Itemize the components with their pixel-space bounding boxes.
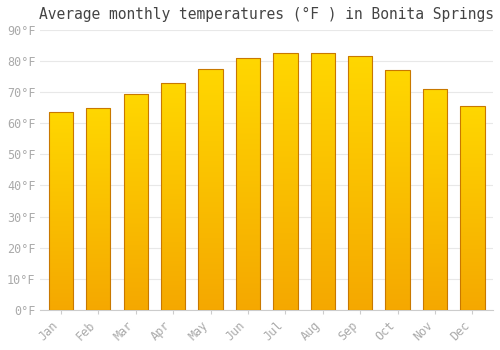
Bar (86, 108, 110, 310)
Bar (348, 56, 372, 310)
Bar (161, 83, 186, 310)
Bar (48, 112, 73, 310)
Bar (460, 106, 484, 310)
Bar (124, 94, 148, 310)
Title: Average monthly temperatures (°F ) in Bonita Springs: Average monthly temperatures (°F ) in Bo… (39, 7, 494, 22)
Bar (310, 54, 335, 310)
Bar (236, 58, 260, 310)
Bar (386, 70, 410, 310)
Bar (423, 89, 447, 310)
Bar (198, 69, 222, 310)
Bar (273, 54, 297, 310)
